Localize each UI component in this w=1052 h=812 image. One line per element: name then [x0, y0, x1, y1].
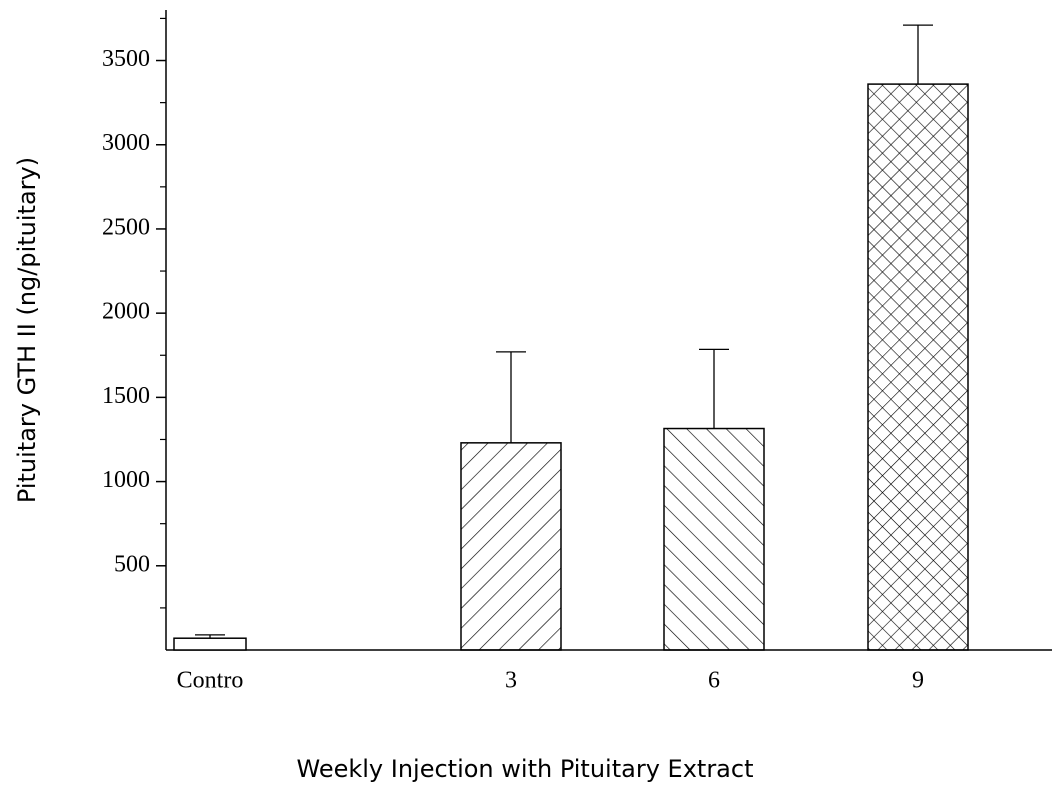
x-tick-label: 6	[708, 668, 720, 694]
x-axis-label: Weekly Injection with Pituitary Extract	[297, 755, 754, 783]
y-axis-label: Pituitary GTH II (ng/pituitary)	[13, 157, 41, 503]
bar	[663, 427, 765, 651]
y-tick-label: 2000	[102, 299, 150, 325]
y-tick-label: 1000	[102, 467, 150, 493]
x-tick-label: 3	[505, 668, 517, 694]
bar	[460, 442, 562, 651]
y-tick-label: 1500	[102, 383, 150, 409]
bar	[173, 637, 247, 651]
y-tick-label: 3000	[102, 130, 150, 156]
y-tick-label: 500	[114, 551, 150, 577]
x-tick-label: 9	[912, 668, 924, 694]
y-tick-label: 2500	[102, 214, 150, 240]
bar	[867, 83, 969, 651]
y-tick-label: 3500	[102, 46, 150, 72]
x-tick-label: Contro	[177, 668, 244, 694]
